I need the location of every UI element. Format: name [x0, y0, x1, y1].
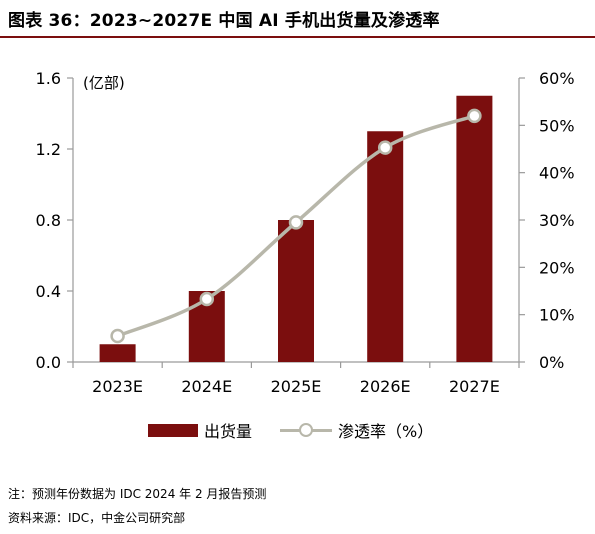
footnotes: 注：预测年份数据为 IDC 2024 年 2 月报告预测 资料来源：IDC，中金…	[8, 482, 266, 530]
right-axis-tick-label: 10%	[539, 306, 575, 325]
footnote-forecast: 注：预测年份数据为 IDC 2024 年 2 月报告预测	[8, 487, 267, 501]
chart-title: 图表 36：2023~2027E 中国 AI 手机出货量及渗透率	[8, 11, 440, 31]
footnote-source: 资料来源：IDC，中金公司研究部	[8, 511, 186, 525]
left-axis-tick-label: 0.0	[36, 353, 61, 372]
legend-bar-swatch	[148, 423, 198, 437]
legend-label-shipments: 出货量	[204, 422, 253, 441]
right-axis-tick-label: 20%	[539, 258, 575, 277]
x-axis-tick-label: 2025E	[271, 377, 322, 396]
x-axis-tick-label: 2027E	[449, 377, 500, 396]
legend-label-penetration: 渗透率（%）	[338, 422, 434, 441]
legend-item-penetration: 渗透率（%）	[252, 418, 433, 442]
legend-item-shipments: 出货量	[148, 418, 252, 442]
point-penetration	[199, 291, 215, 307]
chart-area: 0.0 0.4 0.8 1.2 1.6 0% 10% 20% 30% 40% 50% 60% 2023E…	[36, 69, 575, 396]
bar-shipments	[278, 220, 314, 362]
title-divider	[0, 36, 595, 38]
right-axis-tick-label: 30%	[539, 211, 575, 230]
left-axis-tick-label: 0.8	[36, 211, 61, 230]
left-axis-unit-label: (亿部)	[83, 74, 125, 92]
point-penetration	[467, 108, 482, 124]
legend-line-swatch	[280, 423, 333, 437]
right-axis-tick-label: 0%	[539, 353, 564, 372]
bar-shipments	[456, 95, 493, 362]
x-axis-tick-label: 2023E	[92, 377, 143, 396]
bar-shipments	[99, 344, 136, 362]
right-axis-tick-label: 40%	[539, 164, 575, 183]
point-penetration	[110, 328, 125, 344]
right-axis-tick-label: 50%	[539, 116, 575, 135]
right-axis-tick-label: 60%	[539, 69, 575, 88]
left-axis-tick-label: 1.6	[36, 69, 61, 88]
point-penetration	[377, 140, 393, 155]
chart-legend: 出货量 渗透率（%）	[148, 418, 433, 442]
point-penetration	[288, 215, 304, 230]
x-axis-tick-label: 2026E	[360, 377, 411, 396]
bar-shipments	[367, 131, 404, 362]
left-axis-tick-label: 0.4	[36, 282, 61, 301]
left-axis-tick-label: 1.2	[36, 140, 61, 159]
x-axis-tick-label: 2024E	[181, 377, 232, 396]
